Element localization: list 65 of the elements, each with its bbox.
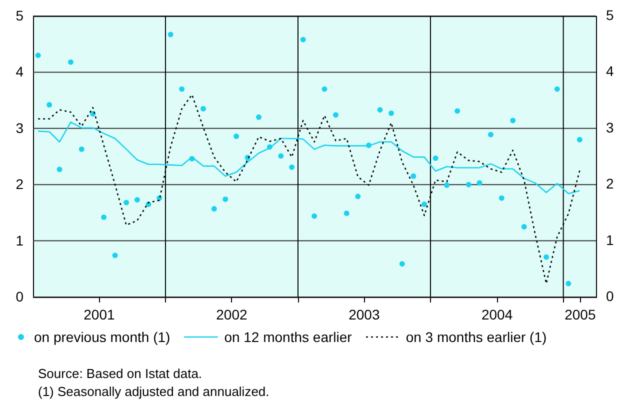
point (388, 110, 394, 116)
x-tick-label: 2002 (216, 306, 248, 322)
point (355, 194, 361, 200)
y-tick-label: 2 (16, 176, 24, 192)
y2-tick-label: 2 (606, 176, 614, 192)
point (466, 182, 472, 188)
point (510, 118, 516, 124)
point (544, 254, 550, 260)
y2-tick-label: 3 (606, 119, 614, 136)
y2-tick-label: 1 (606, 232, 614, 248)
point (312, 213, 318, 219)
point (300, 36, 306, 42)
y-tick-label: 4 (16, 64, 24, 80)
y-tick-label: 3 (16, 120, 24, 136)
point (344, 210, 350, 216)
line-series (37, 122, 580, 194)
point (278, 153, 284, 159)
point (476, 180, 482, 186)
point (101, 214, 107, 220)
legend-label: on 12 months earlier (224, 329, 352, 345)
point (332, 112, 338, 118)
x-tick-label: 2003 (348, 306, 380, 322)
point (432, 155, 438, 161)
point (35, 52, 41, 58)
y-tick-label: 1 (16, 232, 24, 248)
point (566, 280, 572, 286)
point (68, 59, 74, 65)
legend-label: on 3 months earlier (1) (406, 329, 547, 345)
point (124, 200, 130, 206)
point (222, 196, 228, 202)
point (576, 136, 582, 142)
point (168, 32, 174, 38)
point (399, 261, 405, 267)
point (211, 206, 217, 212)
point (112, 252, 118, 258)
point (289, 164, 295, 170)
point (410, 173, 416, 179)
point (322, 86, 328, 92)
point (377, 107, 383, 113)
point (422, 202, 428, 208)
point (78, 146, 84, 152)
y-tick-label: 0 (16, 288, 24, 304)
point (498, 195, 504, 201)
source-note: Source: Based on Istat data. (38, 366, 202, 381)
legend-label: on previous month (1) (34, 329, 170, 345)
y-tick-label: 5 (16, 8, 24, 24)
point (234, 134, 240, 139)
point (454, 108, 460, 114)
point (179, 86, 185, 92)
y2-tick-label: 4 (606, 63, 614, 80)
point (444, 182, 450, 188)
text: (1) Seasonally adjusted and annualized. (38, 384, 270, 399)
x-tick-label: 2004 (481, 306, 513, 322)
y2-tick-label: 5 (606, 7, 614, 23)
point (256, 114, 262, 120)
y2-tick-label: 0 (606, 288, 614, 304)
point (554, 86, 560, 92)
point (488, 132, 494, 138)
point (56, 166, 62, 172)
x-tick-label: 2005 (564, 306, 596, 322)
point (200, 106, 206, 112)
point (46, 102, 52, 108)
point (521, 224, 527, 230)
point (134, 197, 140, 203)
x-tick-label: 2001 (84, 306, 115, 322)
